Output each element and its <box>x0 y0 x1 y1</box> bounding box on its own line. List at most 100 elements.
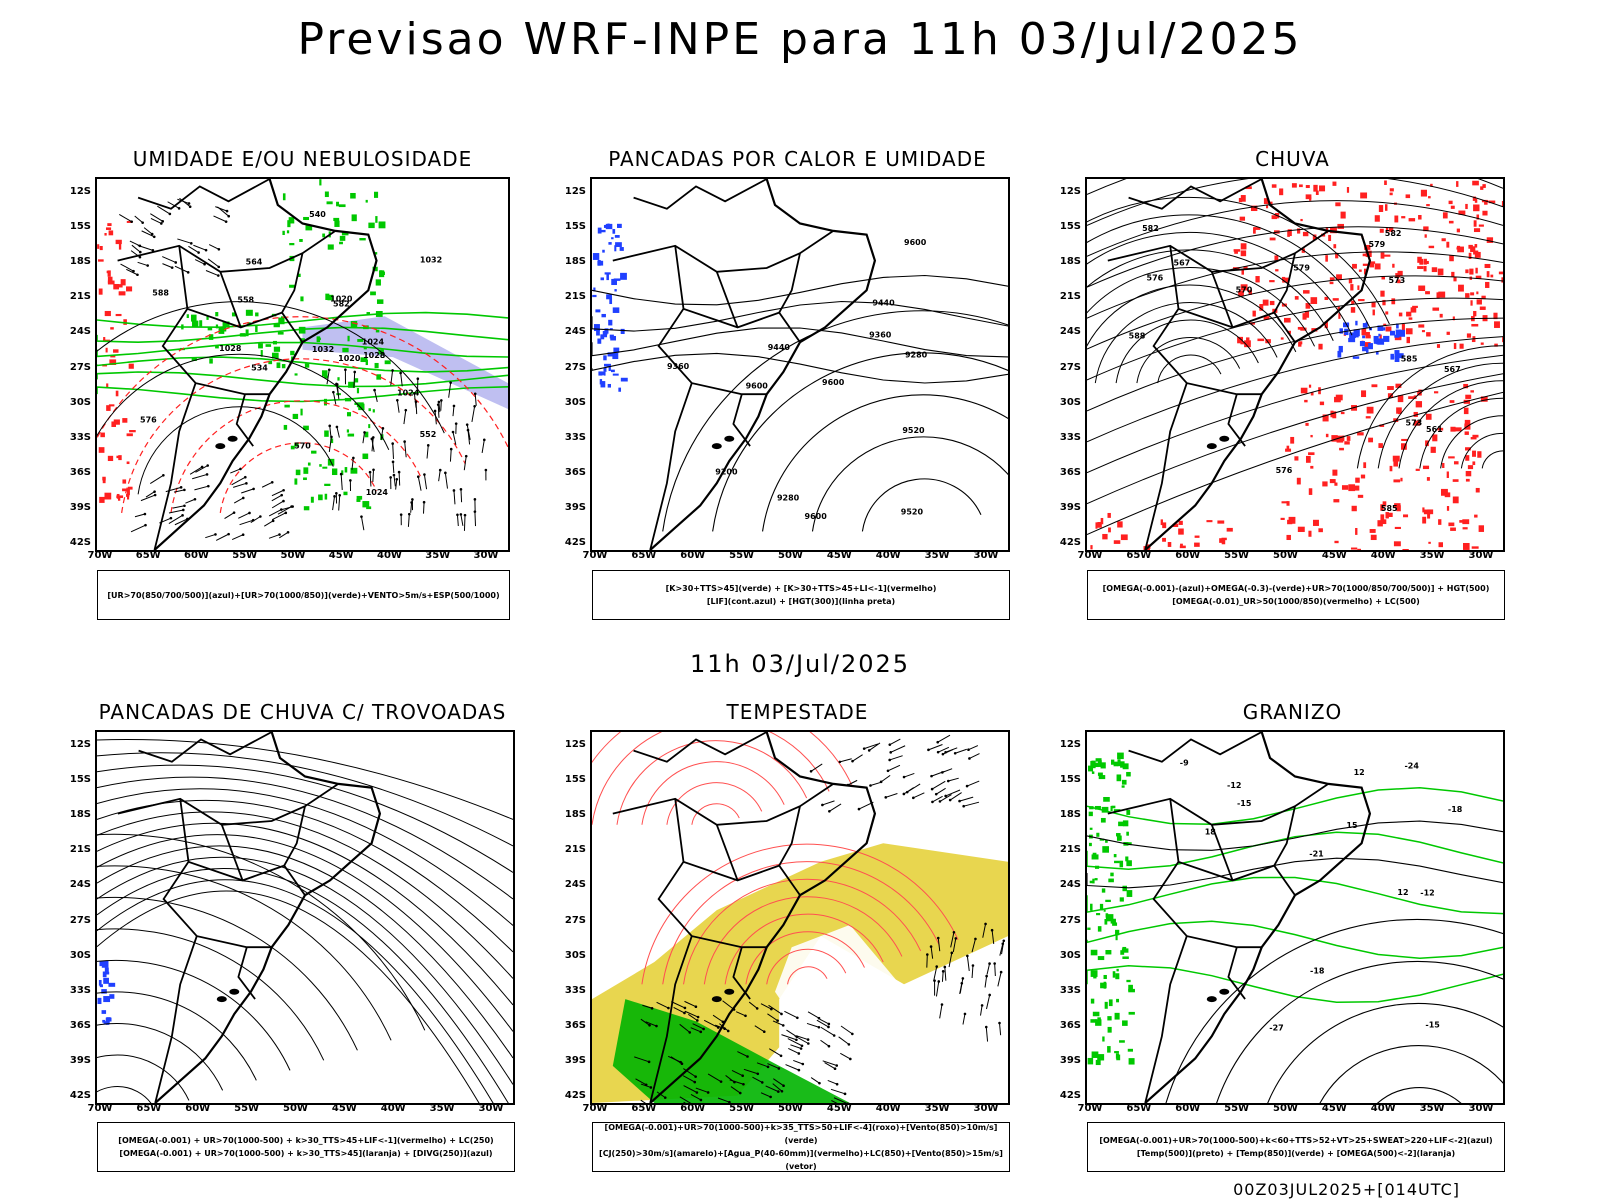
precip-cell <box>106 383 109 388</box>
precip-cell <box>1465 394 1472 399</box>
precip-cell <box>1470 390 1474 393</box>
precip-cell <box>1471 323 1479 327</box>
precip-cell <box>1368 343 1373 350</box>
precip-cell <box>1452 496 1459 504</box>
precip-cell <box>108 404 115 407</box>
precip-cell <box>1465 269 1469 274</box>
precip-cell <box>126 494 130 500</box>
precip-cell <box>109 994 115 999</box>
precip-cell <box>1423 260 1429 265</box>
precip-cell <box>103 996 111 1003</box>
precip-cell <box>1090 949 1098 956</box>
precip-cell <box>350 467 358 474</box>
streamline <box>1087 226 1503 288</box>
precip-cell <box>356 498 361 502</box>
wind-vector <box>679 1023 691 1033</box>
precip-cell <box>341 470 344 476</box>
precip-cell <box>1365 416 1371 419</box>
wind-vector <box>788 1047 800 1054</box>
precip-cell <box>1331 435 1338 442</box>
precip-cell <box>105 1020 109 1025</box>
precip-cell <box>1336 274 1342 280</box>
streamline <box>97 890 480 1103</box>
lat-tick-label: 18S <box>564 809 586 821</box>
contour-label: 582 <box>1385 229 1402 238</box>
precip-cell <box>101 960 109 968</box>
precip-cell <box>1476 214 1480 220</box>
precip-cell <box>1353 485 1360 491</box>
precip-cell <box>1398 329 1406 337</box>
precip-cell <box>597 260 604 266</box>
precip-cell <box>105 1017 112 1022</box>
precip-cell <box>1418 215 1422 220</box>
precip-cell <box>1446 331 1450 335</box>
lon-tick-label: 50W <box>1273 550 1298 561</box>
lat-tick-label: 27S <box>564 361 586 373</box>
precip-cell <box>1389 192 1393 196</box>
lagoon <box>1206 443 1217 450</box>
wind-vector <box>143 227 153 235</box>
wind-vector <box>131 244 141 253</box>
lat-tick-label: 12S <box>564 186 586 197</box>
precip-cell <box>116 493 120 499</box>
wind-vector <box>787 1038 803 1047</box>
precip-cell <box>1294 456 1299 461</box>
precip-cell <box>614 235 620 238</box>
precip-cell <box>1420 189 1427 197</box>
precip-cell <box>334 220 340 227</box>
lat-tick-label: 42S <box>1059 1090 1081 1101</box>
contour-line <box>1087 196 1390 325</box>
precip-cell <box>1432 434 1438 442</box>
contour-line <box>691 803 740 825</box>
precip-cell <box>122 488 128 492</box>
precip-cell <box>1396 353 1404 359</box>
contour-line <box>1087 249 1334 341</box>
precip-cell <box>1362 323 1368 328</box>
precip-cell <box>1417 266 1424 269</box>
lat-tick-label: 18S <box>1059 256 1081 268</box>
precip-cell <box>1122 956 1129 959</box>
precip-cell <box>613 347 620 353</box>
contour-line <box>97 316 508 449</box>
precip-cell <box>107 270 111 277</box>
contour-label: 564 <box>246 258 263 267</box>
lat-tick-label: 21S <box>1059 844 1081 856</box>
precip-cell <box>1465 470 1472 477</box>
wind-vector <box>937 937 941 952</box>
wind-vector <box>994 963 996 977</box>
contour-line <box>592 300 1008 332</box>
precip-cell <box>1424 234 1427 238</box>
wind-vector <box>968 745 979 751</box>
precip-cell <box>1092 1011 1100 1017</box>
wind-vector <box>683 1068 696 1078</box>
wind-vector <box>939 1004 943 1019</box>
lon-tick-label: 30W <box>973 550 999 561</box>
precip-cell <box>365 199 368 203</box>
contour-label: 579 <box>1369 240 1386 249</box>
precip-cell <box>1344 328 1349 336</box>
precip-cell <box>603 371 606 376</box>
lon-tick-label: 30W <box>473 550 499 561</box>
wind-vector <box>985 1026 989 1042</box>
precip-cell <box>1287 229 1292 237</box>
lat-tick-label: 21S <box>1059 291 1081 303</box>
lat-tick-label: 12S <box>564 739 586 750</box>
lat-tick-label: 15S <box>69 774 91 786</box>
precip-cell <box>372 409 375 413</box>
precip-cell <box>1475 487 1480 493</box>
precip-cell <box>1329 281 1334 285</box>
precip-cell <box>356 495 363 500</box>
precip-cell <box>288 217 295 224</box>
precip-cell <box>1467 465 1474 470</box>
lagoon <box>1206 996 1217 1003</box>
precip-cell <box>613 278 621 281</box>
precip-cell <box>1234 250 1238 254</box>
contour-line <box>1087 214 1372 330</box>
wind-vector <box>230 468 241 474</box>
precip-cell <box>1346 436 1351 441</box>
precip-cell <box>368 424 371 429</box>
precip-cell <box>1389 330 1395 336</box>
wind-vector <box>238 512 250 519</box>
precip-cell <box>1095 1059 1101 1066</box>
wind-vector <box>931 780 946 790</box>
